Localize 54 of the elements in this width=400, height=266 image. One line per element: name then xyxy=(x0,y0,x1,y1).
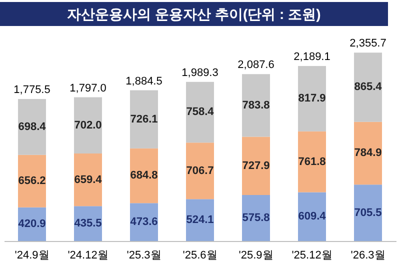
bar xyxy=(186,199,214,241)
total-label: 1,775.5 xyxy=(14,84,50,96)
data-label: 865.4 xyxy=(354,81,383,94)
data-label: 761.8 xyxy=(298,156,326,168)
bar xyxy=(74,153,102,206)
x-tick-label: '26.3월 xyxy=(350,250,386,262)
bar xyxy=(18,99,46,155)
bar xyxy=(186,82,214,143)
bar xyxy=(186,142,214,200)
bar xyxy=(130,148,158,204)
data-label: 524.1 xyxy=(186,214,214,226)
bar xyxy=(242,194,270,241)
data-label: 784.9 xyxy=(354,147,382,160)
bar xyxy=(298,192,326,241)
data-label: 656.2 xyxy=(18,175,46,188)
bar xyxy=(18,154,46,208)
x-tick-label: '25.9월 xyxy=(238,250,274,262)
data-label: 727.9 xyxy=(242,160,270,172)
data-label: 435.5 xyxy=(74,218,102,230)
data-label: 609.4 xyxy=(298,210,327,223)
total-label: 1,797.0 xyxy=(70,82,106,94)
total-label: 2,355.7 xyxy=(350,38,386,50)
x-tick-label: '25.6월 xyxy=(182,250,218,262)
x-tick-label: '25.12월 xyxy=(292,250,332,262)
data-label: 420.9 xyxy=(18,218,46,230)
bar xyxy=(354,52,382,122)
data-label: 817.9 xyxy=(298,92,326,105)
data-label: 702.0 xyxy=(74,119,102,132)
bar xyxy=(242,136,270,195)
total-label: 2,087.6 xyxy=(238,59,274,72)
x-tick-label: '24.12월 xyxy=(68,250,108,262)
x-tick-label: '24.9월 xyxy=(14,250,50,262)
bar xyxy=(354,122,382,185)
data-label: 575.8 xyxy=(242,212,270,224)
data-label: 705.5 xyxy=(354,206,382,219)
total-label: 1,884.5 xyxy=(126,75,162,88)
chart-title: 자산운용사의 운용자산 추이(단위 : 조원) xyxy=(0,2,388,26)
x-tick-label: '25.3월 xyxy=(126,250,162,262)
data-label: 783.8 xyxy=(242,99,270,112)
bar xyxy=(242,74,270,137)
total-label: 1,989.3 xyxy=(182,66,218,79)
total-label: 2,189.1 xyxy=(294,50,330,63)
data-label: 706.7 xyxy=(186,164,214,177)
bar xyxy=(298,66,326,132)
data-label: 684.8 xyxy=(130,170,158,182)
bar xyxy=(74,97,102,154)
data-label: 758.4 xyxy=(186,106,215,118)
bar xyxy=(354,184,382,241)
data-label: 473.6 xyxy=(130,216,158,228)
data-label: 659.4 xyxy=(74,174,103,186)
data-label: 698.4 xyxy=(18,120,47,133)
bar xyxy=(298,131,326,192)
bar xyxy=(130,90,158,148)
data-label: 726.1 xyxy=(130,113,158,126)
